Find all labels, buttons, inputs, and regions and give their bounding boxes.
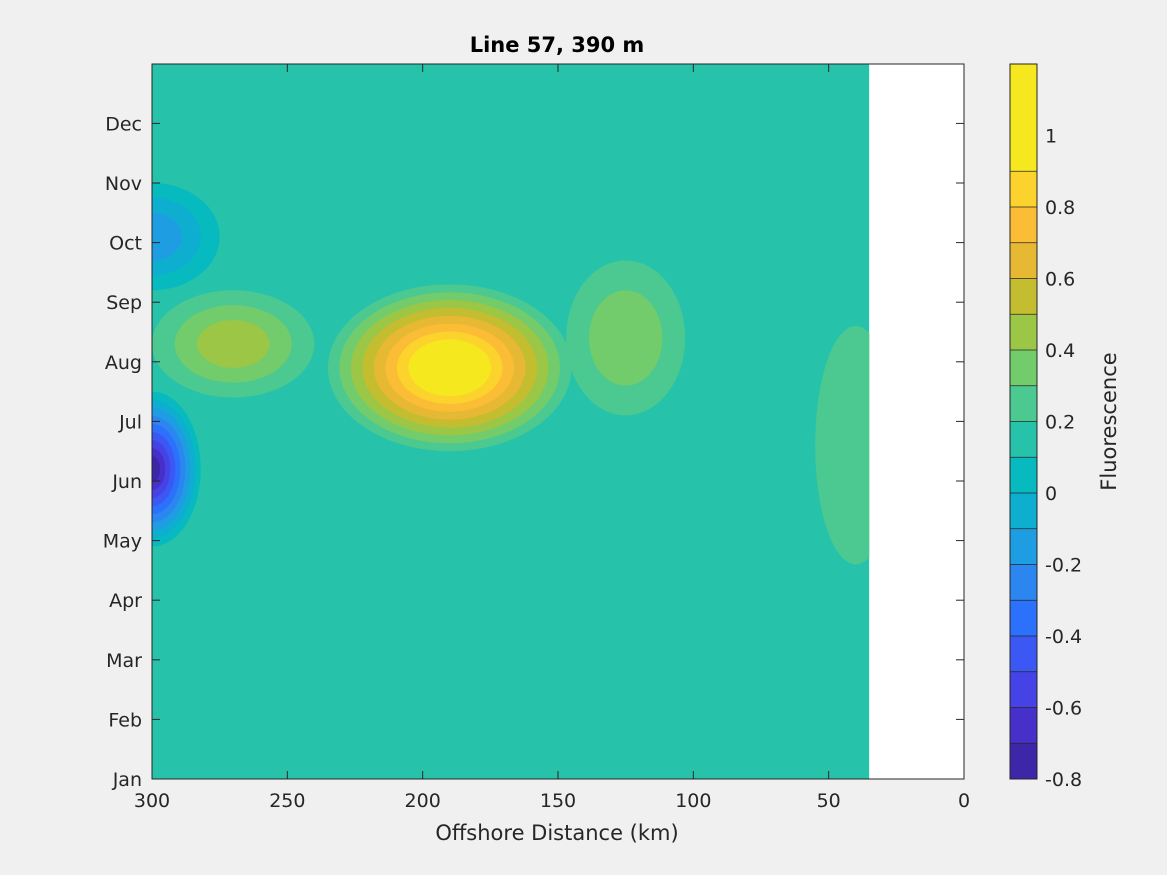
y-tick-label: Apr — [109, 590, 142, 612]
colorbar-segment — [1010, 64, 1037, 172]
colorbar-tick-label: -0.8 — [1045, 769, 1082, 791]
x-tick-label: 0 — [958, 790, 970, 812]
colorbar-segment — [1010, 671, 1037, 708]
colorbar-segment — [1010, 743, 1037, 779]
y-tick-label: Jan — [112, 769, 142, 791]
x-tick-label: 100 — [675, 790, 711, 812]
contour-level — [431, 355, 469, 381]
x-tick-label: 300 — [134, 790, 170, 812]
colorbar-tick-label: 0.2 — [1045, 412, 1075, 434]
contour-feature — [152, 391, 201, 547]
contour-feature — [815, 326, 870, 565]
y-tick-label: Feb — [108, 709, 142, 731]
y-axis: Jan Feb Mar Apr May Jun Jul Aug Sep Oct Nov Dec — [103, 113, 964, 791]
x-tick-label: 200 — [405, 790, 441, 812]
colorbar-tick-label: 0.4 — [1045, 340, 1075, 362]
contour-level — [815, 326, 870, 565]
colorbar-segment — [1010, 493, 1037, 529]
colorbar-segment — [1010, 457, 1037, 493]
colorbar-tick-label: -0.2 — [1045, 555, 1082, 577]
y-tick-label: Jul — [118, 411, 142, 433]
x-axis-label: Offshore Distance (km) — [435, 821, 678, 845]
colorbar-tick-label: -0.4 — [1045, 626, 1082, 648]
y-tick-label: Sep — [106, 292, 142, 314]
contour-feature — [152, 290, 315, 398]
y-tick-label: Jun — [111, 471, 142, 493]
x-tick-label: 150 — [540, 790, 576, 812]
x-tick-label: 250 — [269, 790, 305, 812]
contour-feature — [327, 284, 572, 452]
contour-level — [589, 290, 663, 386]
contour-level — [152, 212, 183, 261]
colorbar-segment — [1010, 707, 1037, 744]
colorbar-segment — [1010, 600, 1037, 636]
x-tick-label: 50 — [817, 790, 841, 812]
colorbar-segment — [1010, 278, 1037, 315]
colorbar: -0.8 -0.6 -0.4 -0.2 0 0.2 0.4 0.6 0.8 1 — [1009, 63, 1082, 791]
colorbar-segment — [1010, 385, 1037, 422]
colorbar-tick-label: 0.8 — [1045, 197, 1075, 219]
y-tick-label: Dec — [105, 113, 142, 135]
colorbar-segment — [1010, 314, 1037, 350]
colorbar-segment — [1010, 171, 1037, 207]
y-tick-label: Aug — [105, 352, 142, 374]
y-tick-label: May — [103, 531, 142, 553]
colorbar-segment — [1010, 564, 1037, 601]
colorbar-segment — [1010, 350, 1037, 386]
colorbar-tick-label: 0.6 — [1045, 269, 1075, 291]
contour-feature — [152, 183, 220, 291]
y-tick-label: Oct — [109, 233, 142, 255]
colorbar-frame — [1009, 63, 1038, 780]
colorbar-segment — [1010, 636, 1037, 672]
colorbar-segment — [1010, 207, 1037, 243]
contour-level — [152, 456, 161, 482]
x-axis: 300 250 200 150 100 50 0 — [134, 64, 970, 812]
colorbar-segment — [1010, 242, 1037, 279]
colorbar-tick-label: 0 — [1045, 483, 1057, 505]
colorbar-segment — [1010, 421, 1037, 458]
contour-field — [152, 64, 870, 779]
plot-area — [151, 63, 965, 780]
colorbar-label: Fluorescence — [1097, 352, 1121, 490]
colorbar-tick-label: 1 — [1045, 126, 1057, 148]
y-tick-label: Mar — [106, 650, 142, 672]
colorbar-segment — [1010, 528, 1037, 565]
chart-title: Line 57, 390 m — [470, 33, 645, 57]
contour-feature — [566, 260, 686, 416]
y-tick-label: Nov — [105, 173, 142, 195]
colorbar-tick-label: -0.6 — [1045, 698, 1082, 720]
contour-level — [197, 320, 270, 368]
